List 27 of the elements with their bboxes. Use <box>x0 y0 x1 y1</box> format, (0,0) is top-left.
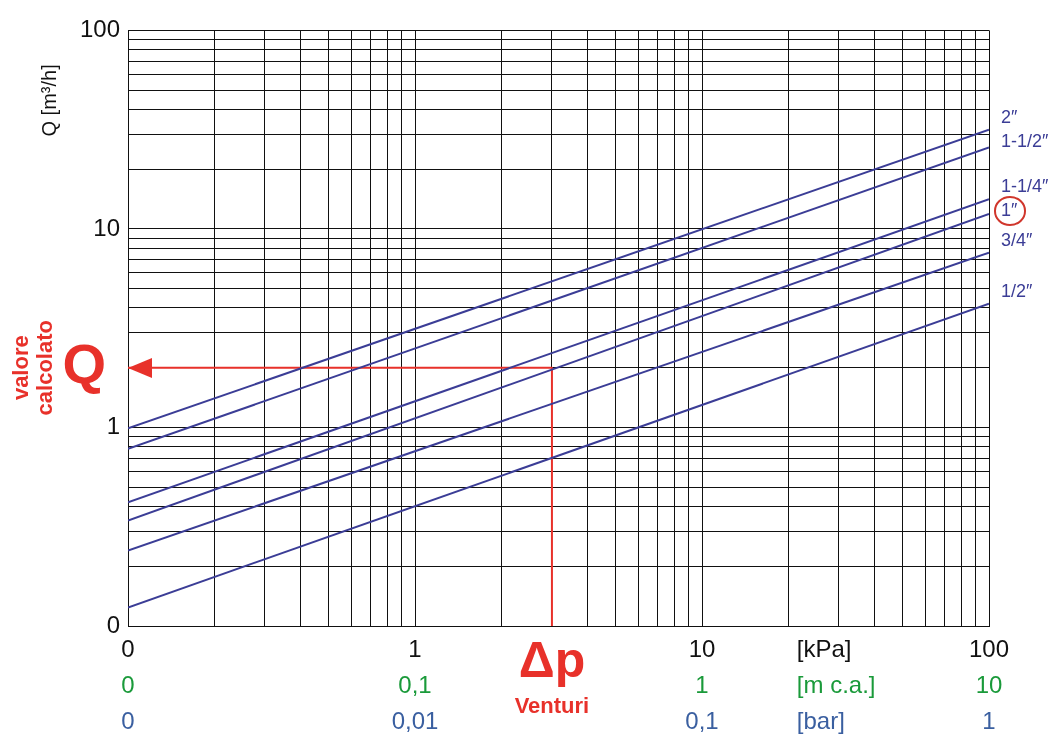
series-label: 3/4″ <box>1001 229 1034 250</box>
text: 1 <box>695 670 709 698</box>
series-label: 1/2″ <box>1001 280 1034 301</box>
y-tick-label: 0 <box>106 610 120 638</box>
text: 0,01 <box>391 706 439 734</box>
text: Δp <box>518 631 586 688</box>
text: 1 <box>982 706 996 734</box>
text: 0,1 <box>685 706 719 734</box>
x-tick-label: 1 <box>408 635 422 663</box>
y-axis-title: Q [m³/h] <box>37 64 60 137</box>
series-label: 2″ <box>1001 106 1019 127</box>
x-tick-label: 100 <box>968 635 1010 663</box>
series-label: 1-1/4″ <box>1001 176 1050 197</box>
text: [bar] <box>796 706 845 734</box>
y-tick-label: 1 <box>106 412 120 440</box>
series-label: 1″ <box>1001 200 1019 221</box>
annotation: Q <box>62 332 106 396</box>
text: Venturi <box>514 693 590 719</box>
y-tick-label: 10 <box>93 213 120 241</box>
x-tick-label: 10 <box>688 635 716 663</box>
text: [kPa] <box>796 634 852 662</box>
text: 0,1 <box>398 670 432 698</box>
text: [m c.a.] <box>796 670 876 698</box>
text: 10 <box>975 670 1003 698</box>
text: valore calcolato <box>8 320 58 416</box>
series-label: 1-1/2″ <box>1001 130 1050 151</box>
y-tick-label: 100 <box>79 15 120 43</box>
